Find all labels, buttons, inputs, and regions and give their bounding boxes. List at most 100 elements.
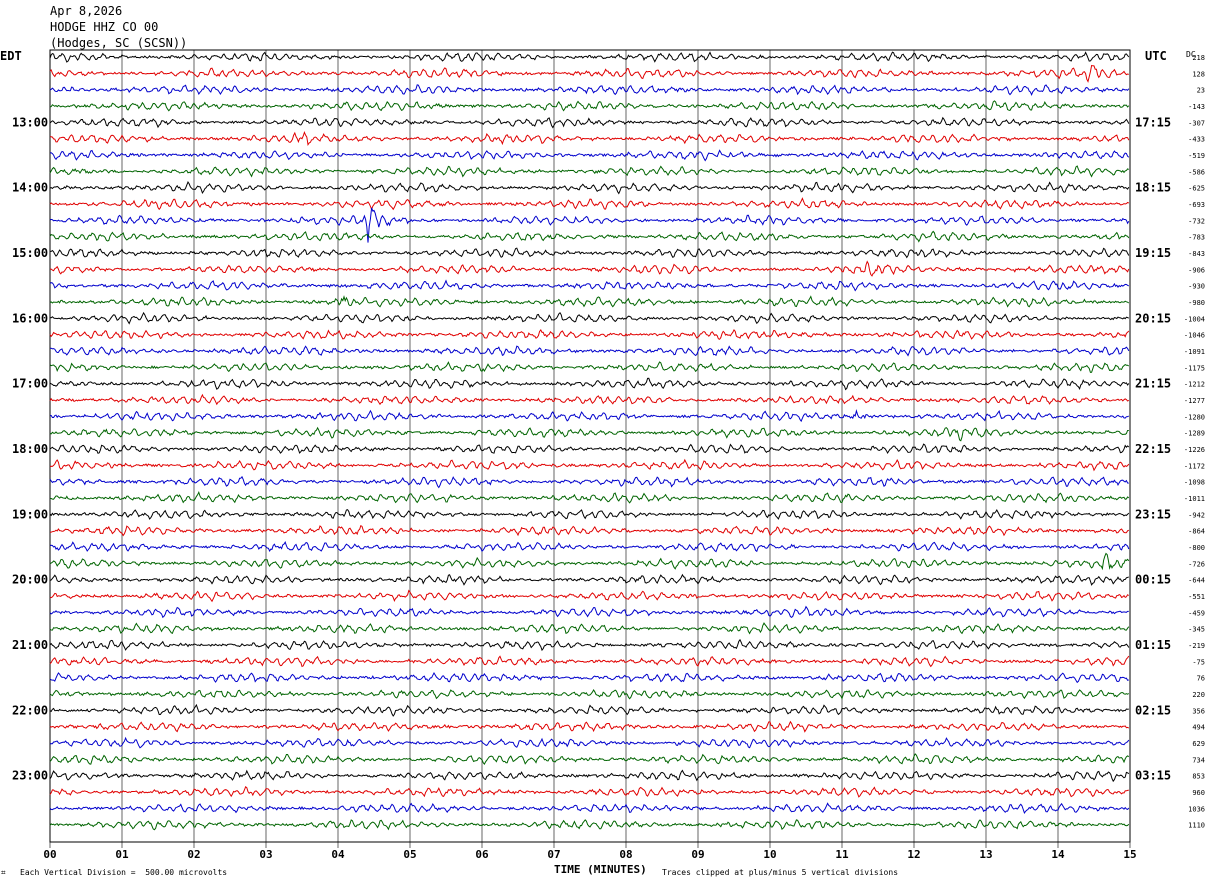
seismic-trace <box>49 490 1130 504</box>
dc-offset-label: -345 <box>1188 626 1205 634</box>
utc-hour-label: 18:15 <box>1135 181 1171 195</box>
dc-offset-label: -1212 <box>1184 381 1205 389</box>
seismic-trace <box>50 260 1130 277</box>
dc-offset-label: -1091 <box>1184 348 1205 356</box>
seismic-trace <box>49 207 1130 243</box>
edt-label: EDT <box>0 49 22 63</box>
seismic-trace <box>49 279 1130 292</box>
dc-offset-label: 76 <box>1197 675 1205 683</box>
dc-label: DC <box>1186 50 1196 59</box>
seismic-trace <box>49 552 1130 571</box>
plot-date: Apr 8,2026 <box>50 4 123 18</box>
x-tick-label: 00 <box>43 848 56 861</box>
seismic-trace <box>49 753 1130 765</box>
edt-hour-label: 19:00 <box>12 507 48 521</box>
dc-offset-label: 356 <box>1192 707 1205 715</box>
utc-hour-label: 02:15 <box>1135 703 1171 717</box>
dc-offset-label: -1226 <box>1184 446 1205 454</box>
seismic-trace <box>49 802 1130 814</box>
dc-offset-label: -1046 <box>1184 332 1205 340</box>
seismic-trace <box>49 328 1130 340</box>
dc-offset-label: -75 <box>1192 658 1205 666</box>
seismic-trace <box>49 508 1130 520</box>
utc-hour-label: 03:15 <box>1135 769 1171 783</box>
utc-hour-label: 19:15 <box>1135 246 1171 260</box>
dc-offset-label: -433 <box>1188 136 1205 144</box>
x-tick-label: 09 <box>691 848 704 861</box>
edt-hour-label: 16:00 <box>12 311 48 325</box>
plot-frame <box>49 49 1131 843</box>
dc-offset-label: -980 <box>1188 299 1205 307</box>
edt-hour-label: 14:00 <box>12 181 48 195</box>
seismic-trace <box>49 181 1130 195</box>
x-tick-label: 02 <box>187 848 200 861</box>
dc-offset-label: 220 <box>1192 691 1205 699</box>
dc-offset-label: -864 <box>1188 528 1205 536</box>
dc-offset-label: -942 <box>1188 511 1205 519</box>
seismic-trace <box>49 703 1129 717</box>
utc-hour-label: 01:15 <box>1135 638 1171 652</box>
x-tick-label: 13 <box>979 848 992 861</box>
seismic-trace <box>49 622 1130 635</box>
dc-offset-label: -1277 <box>1184 397 1205 405</box>
seismic-trace <box>49 409 1129 423</box>
dc-offset-label: -1289 <box>1184 430 1205 438</box>
dc-offset-label: -219 <box>1188 642 1205 650</box>
seismic-trace <box>49 785 1129 798</box>
x-tick-label: 01 <box>115 848 129 861</box>
seismic-trace <box>49 720 1130 733</box>
seismic-trace <box>49 769 1130 783</box>
seismic-trace <box>49 84 1130 96</box>
edt-hour-label: 17:00 <box>12 377 48 391</box>
dc-offset-label: 1110 <box>1188 822 1205 830</box>
seismic-trace <box>49 573 1129 586</box>
utc-hour-label: 00:15 <box>1135 573 1171 587</box>
seismic-trace <box>49 377 1130 391</box>
x-tick-label: 11 <box>835 848 849 861</box>
seismic-trace <box>49 295 1130 308</box>
dc-offset-label: -519 <box>1188 152 1205 160</box>
dc-offset-label: -625 <box>1188 185 1205 193</box>
scale-note: Each Vertical Division = 500.00 microvol… <box>20 868 228 877</box>
dc-offset-label: -143 <box>1188 103 1205 111</box>
x-tick-label: 07 <box>547 848 560 861</box>
x-tick-label: 12 <box>907 848 920 861</box>
seismic-trace <box>50 345 1130 357</box>
x-tick-label: 14 <box>1051 848 1065 861</box>
dc-offset-label: -1280 <box>1184 413 1205 421</box>
dc-offset-label: -459 <box>1188 609 1205 617</box>
dc-offset-label: -1172 <box>1184 462 1205 470</box>
dc-offset-label: -644 <box>1188 577 1205 585</box>
dc-offset-label: 494 <box>1192 724 1205 732</box>
station-location: (Hodges, SC (SCSN)) <box>50 36 188 50</box>
dc-offset-label: -800 <box>1188 544 1205 552</box>
dc-offset-label: -586 <box>1188 168 1205 176</box>
edt-hour-label: 15:00 <box>12 246 48 260</box>
dc-offset-label: 218 <box>1192 54 1205 62</box>
dc-offset-label: -726 <box>1188 560 1205 568</box>
seismic-trace <box>49 458 1130 472</box>
seismic-trace <box>49 605 1129 619</box>
seismic-trace <box>49 689 1130 700</box>
x-tick-label: 05 <box>403 848 416 861</box>
utc-hour-label: 21:15 <box>1135 377 1171 391</box>
seismic-trace <box>49 230 1130 243</box>
dc-offset-label: -551 <box>1188 593 1205 601</box>
dc-offset-label: -1175 <box>1184 364 1205 372</box>
seismic-trace <box>49 671 1129 684</box>
seismic-trace <box>49 165 1129 178</box>
seismic-trace <box>49 541 1130 553</box>
dc-offset-label: -930 <box>1188 283 1205 291</box>
seismic-trace <box>50 247 1130 259</box>
dc-offset-label: -1011 <box>1184 495 1205 503</box>
dc-offset-label: 23 <box>1197 87 1205 95</box>
seismic-trace <box>49 393 1130 406</box>
dc-offset-label: 128 <box>1192 70 1205 78</box>
edt-hour-label: 13:00 <box>12 115 48 129</box>
seismic-trace <box>49 149 1130 162</box>
seismic-trace <box>49 116 1130 129</box>
seismic-trace <box>49 524 1130 537</box>
edt-hour-label: 18:00 <box>12 442 48 456</box>
utc-hour-label: 17:15 <box>1135 115 1171 129</box>
seismic-trace <box>49 819 1130 831</box>
